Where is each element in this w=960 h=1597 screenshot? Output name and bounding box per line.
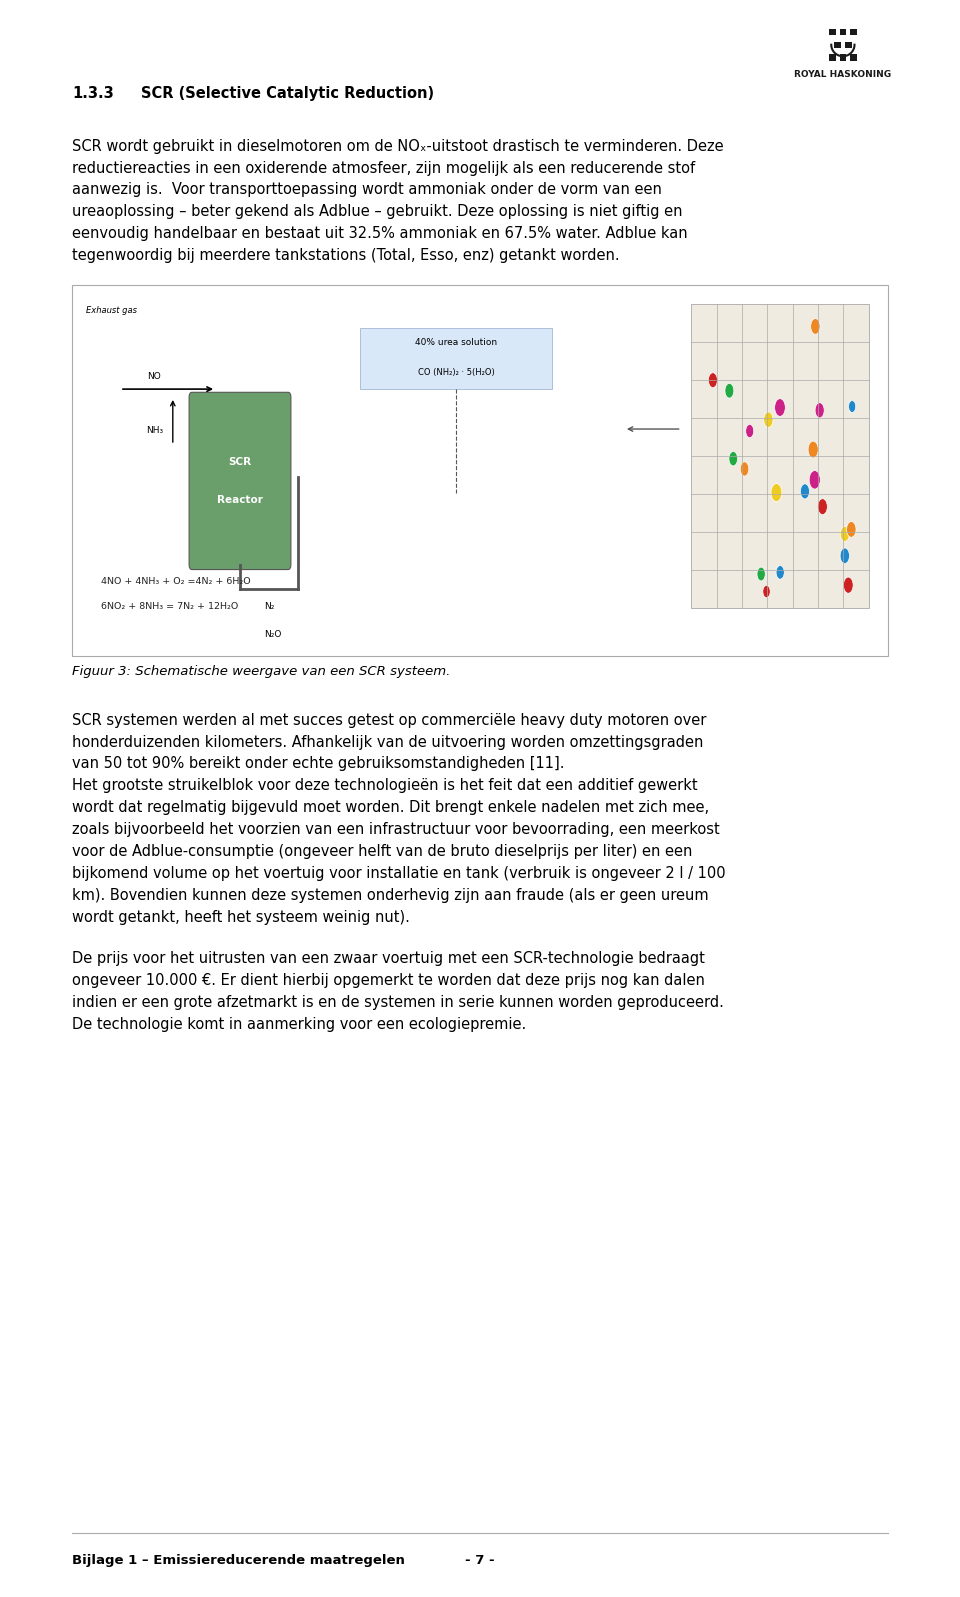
Text: wordt dat regelmatig bijgevuld moet worden. Dit brengt enkele nadelen met zich m: wordt dat regelmatig bijgevuld moet word…	[72, 800, 709, 814]
Circle shape	[818, 498, 828, 514]
Text: Figuur 3: Schematische weergave van een SCR systeem.: Figuur 3: Schematische weergave van een …	[72, 664, 450, 677]
Circle shape	[757, 567, 765, 581]
Text: De technologie komt in aanmerking voor een ecologiepremie.: De technologie komt in aanmerking voor e…	[72, 1017, 526, 1032]
Circle shape	[815, 402, 825, 418]
Bar	[839, 54, 847, 61]
Circle shape	[763, 586, 770, 597]
Bar	[839, 29, 847, 35]
Circle shape	[840, 548, 850, 564]
Circle shape	[708, 372, 717, 388]
Bar	[851, 29, 857, 35]
Text: km). Bovendien kunnen deze systemen onderhevig zijn aan fraude (als er geen ureu: km). Bovendien kunnen deze systemen onde…	[72, 888, 708, 902]
Text: SCR wordt gebruikt in dieselmotoren om de NOₓ-uitstoot drastisch te verminderen.: SCR wordt gebruikt in dieselmotoren om d…	[72, 139, 724, 153]
Text: zoals bijvoorbeeld het voorzien van een infrastructuur voor bevoorrading, een me: zoals bijvoorbeeld het voorzien van een …	[72, 822, 720, 837]
Circle shape	[847, 522, 856, 537]
Circle shape	[740, 462, 749, 476]
Text: 6NO₂ + 8NH₃ = 7N₂ + 12H₂O: 6NO₂ + 8NH₃ = 7N₂ + 12H₂O	[101, 602, 238, 612]
Bar	[691, 305, 869, 608]
Text: indien er een grote afzetmarkt is en de systemen in serie kunnen worden geproduc: indien er een grote afzetmarkt is en de …	[72, 995, 724, 1009]
Text: ROYAL HASKONING: ROYAL HASKONING	[794, 70, 892, 80]
Text: De prijs voor het uitrusten van een zwaar voertuig met een SCR-technologie bedra: De prijs voor het uitrusten van een zwaa…	[72, 952, 705, 966]
Text: N₂: N₂	[264, 602, 275, 610]
Circle shape	[776, 565, 784, 580]
Text: SCR (Selective Catalytic Reduction): SCR (Selective Catalytic Reduction)	[141, 86, 434, 101]
Circle shape	[801, 484, 809, 498]
Text: honderduizenden kilometers. Afhankelijk van de uitvoering worden omzettingsgrade: honderduizenden kilometers. Afhankelijk …	[72, 735, 704, 749]
Bar	[829, 29, 835, 35]
Circle shape	[809, 471, 820, 489]
Circle shape	[849, 401, 855, 412]
Circle shape	[725, 383, 733, 398]
Text: ureaoplossing – beter gekend als Adblue – gebruikt. Deze oplossing is niet gifti: ureaoplossing – beter gekend als Adblue …	[72, 204, 683, 219]
Circle shape	[775, 399, 785, 417]
Text: van 50 tot 90% bereikt onder echte gebruiksomstandigheden [11].: van 50 tot 90% bereikt onder echte gebru…	[72, 757, 564, 771]
Circle shape	[729, 452, 737, 466]
Bar	[829, 54, 835, 61]
Circle shape	[771, 484, 781, 501]
Text: aanwezig is.  Voor transporttoepassing wordt ammoniak onder de vorm van een: aanwezig is. Voor transporttoepassing wo…	[72, 182, 661, 198]
Bar	[845, 42, 852, 48]
Text: Het grootste struikelblok voor deze technologieën is het feit dat een additief g: Het grootste struikelblok voor deze tech…	[72, 778, 698, 794]
Text: wordt getankt, heeft het systeem weinig nut).: wordt getankt, heeft het systeem weinig …	[72, 910, 410, 925]
Circle shape	[764, 412, 773, 428]
Text: 4NO + 4NH₃ + O₂ =4N₂ + 6H₂O: 4NO + 4NH₃ + O₂ =4N₂ + 6H₂O	[101, 577, 251, 586]
Bar	[360, 329, 552, 390]
Circle shape	[844, 577, 853, 592]
Text: eenvoudig handelbaar en bestaat uit 32.5% ammoniak en 67.5% water. Adblue kan: eenvoudig handelbaar en bestaat uit 32.5…	[72, 227, 687, 241]
Circle shape	[810, 318, 820, 334]
Circle shape	[746, 425, 754, 438]
Text: bijkomend volume op het voertuig voor installatie en tank (verbruik is ongeveer : bijkomend volume op het voertuig voor in…	[72, 866, 726, 882]
Text: SCR: SCR	[228, 457, 252, 466]
Text: voor de Adblue-consumptie (ongeveer helft van de bruto dieselprijs per liter) en: voor de Adblue-consumptie (ongeveer helf…	[72, 843, 692, 859]
Text: Exhaust gas: Exhaust gas	[86, 307, 137, 315]
Text: Reactor: Reactor	[217, 495, 263, 505]
Text: 40% urea solution: 40% urea solution	[415, 339, 497, 347]
Text: N₂O: N₂O	[264, 631, 281, 639]
Bar	[834, 42, 841, 48]
Circle shape	[808, 441, 818, 458]
Text: SCR systemen werden al met succes getest op commerciële heavy duty motoren over: SCR systemen werden al met succes getest…	[72, 712, 707, 728]
Text: CO (NH₂)₂ · 5(H₂O): CO (NH₂)₂ · 5(H₂O)	[418, 369, 494, 377]
Text: Bijlage 1 – Emissiereducerende maatregelen: Bijlage 1 – Emissiereducerende maatregel…	[72, 1554, 405, 1567]
Text: NH₃: NH₃	[146, 426, 163, 434]
Text: tegenwoordig bij meerdere tankstations (Total, Esso, enz) getankt worden.: tegenwoordig bij meerdere tankstations (…	[72, 248, 619, 264]
Circle shape	[840, 527, 850, 541]
Text: 1.3.3: 1.3.3	[72, 86, 113, 101]
Text: NO: NO	[147, 372, 160, 382]
FancyBboxPatch shape	[189, 393, 291, 570]
Bar	[851, 54, 857, 61]
Text: ongeveer 10.000 €. Er dient hierbij opgemerkt te worden dat deze prijs nog kan d: ongeveer 10.000 €. Er dient hierbij opge…	[72, 973, 705, 989]
Bar	[72, 286, 888, 656]
Text: - 7 -: - 7 -	[466, 1554, 494, 1567]
Text: reductiereacties in een oxiderende atmosfeer, zijn mogelijk als een reducerende : reductiereacties in een oxiderende atmos…	[72, 161, 695, 176]
